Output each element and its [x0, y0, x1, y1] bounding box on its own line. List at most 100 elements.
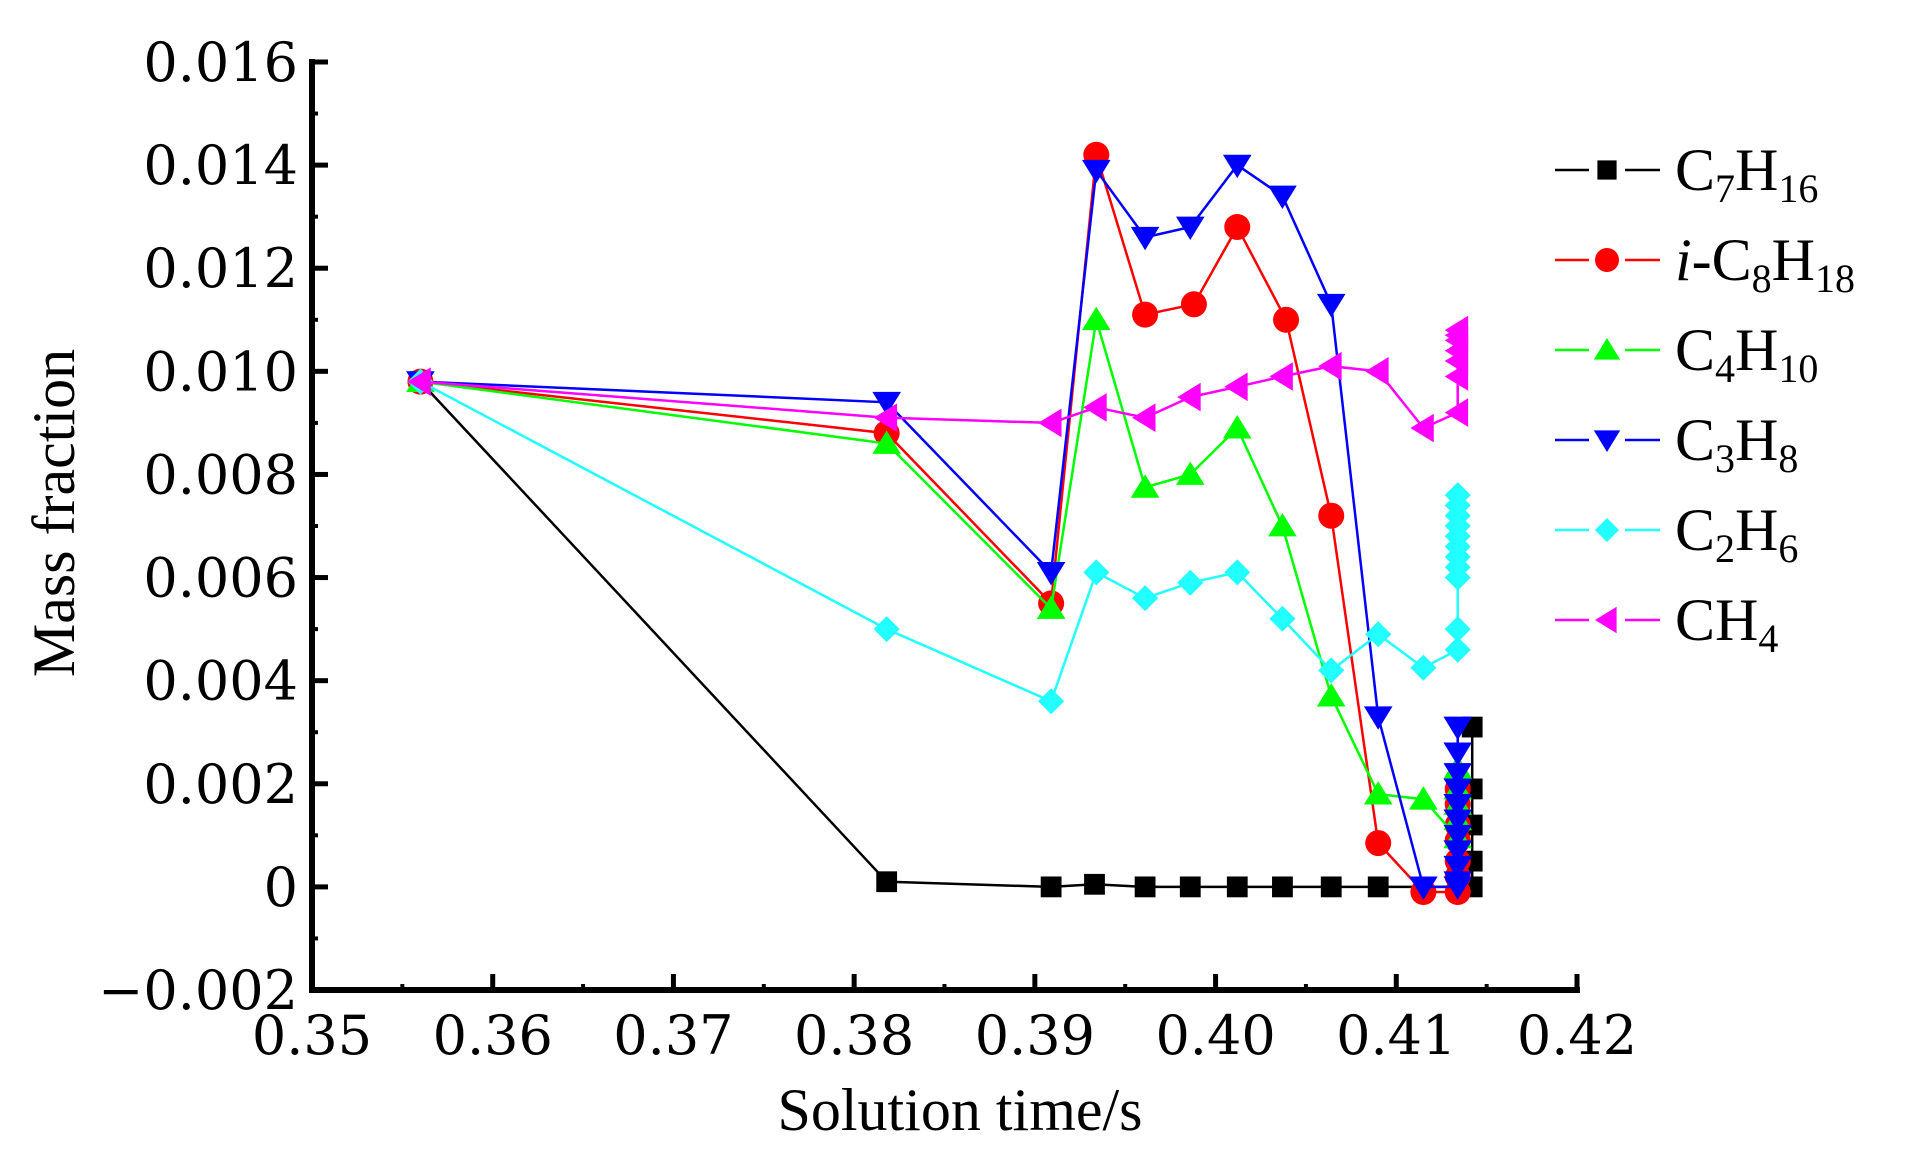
data-point	[1134, 876, 1156, 898]
data-point	[1318, 657, 1345, 684]
y-tick-label: 0.006	[143, 547, 298, 610]
data-point	[1224, 372, 1248, 402]
data-point	[1363, 706, 1393, 730]
data-point	[1083, 559, 1110, 586]
legend-item: C4H10	[1555, 317, 1818, 391]
data-point	[1365, 621, 1392, 648]
data-point	[1409, 876, 1438, 900]
y-tick-label: 0	[264, 856, 298, 919]
data-point	[1132, 301, 1159, 328]
data-point	[1444, 636, 1471, 663]
data-point	[1222, 154, 1252, 179]
data-point	[1443, 871, 1473, 895]
legend-marker	[1593, 430, 1621, 452]
data-point	[1272, 876, 1293, 898]
data-point	[1082, 159, 1111, 184]
legend: C7H16 i-C8H18 C4H10 C3H8 C2H6 CH4	[1555, 137, 1855, 661]
data-point	[1367, 876, 1389, 898]
data-point	[1443, 794, 1473, 818]
series-i-c8h18	[407, 141, 1471, 906]
legend-item: CH4	[1555, 587, 1778, 661]
data-point	[1443, 763, 1473, 787]
data-point	[1269, 362, 1293, 391]
x-tick-label: 0.36	[433, 1004, 553, 1067]
legend-label: C3H8	[1675, 407, 1798, 481]
x-tick-label: 0.40	[1155, 1004, 1275, 1067]
data-point	[872, 391, 901, 416]
data-point	[1083, 393, 1107, 422]
data-point	[1036, 595, 1066, 619]
legend-item: C3H8	[1555, 407, 1798, 481]
x-tick-label: 0.37	[613, 1004, 733, 1067]
data-point	[1268, 513, 1297, 537]
data-point	[873, 616, 900, 643]
data-point	[876, 871, 898, 893]
data-point	[1443, 824, 1473, 849]
data-point	[1443, 809, 1473, 833]
x-tick-label: 0.41	[1336, 1004, 1456, 1067]
legend-marker	[1597, 160, 1617, 180]
y-tick-label: 0.016	[143, 31, 298, 94]
x-tick-label: 0.35	[252, 1004, 372, 1067]
legend-item: i-C8H18	[1555, 227, 1855, 301]
y-tick-label: −0.002	[98, 959, 298, 1022]
legend-marker	[1595, 248, 1619, 272]
legend-label: C7H16	[1675, 137, 1818, 211]
data-point	[1084, 873, 1105, 895]
legend-label: C4H10	[1675, 317, 1818, 391]
series-ch4	[407, 315, 1469, 443]
data-point	[1444, 616, 1471, 643]
data-point	[1365, 357, 1389, 386]
x-tick-label: 0.39	[975, 1004, 1095, 1067]
data-point	[1443, 742, 1473, 766]
legend-marker	[1595, 518, 1619, 542]
data-point	[1268, 185, 1297, 210]
x-tick-label: 0.42	[1517, 1004, 1637, 1067]
data-point	[1444, 315, 1469, 345]
data-point	[1222, 415, 1252, 439]
data-point	[1316, 293, 1346, 318]
data-point	[1269, 605, 1296, 632]
series-c7h16	[410, 371, 1483, 898]
y-tick-label: 0.002	[143, 753, 298, 816]
data-point	[1175, 216, 1205, 240]
y-tick-label: 0.014	[143, 134, 298, 197]
series-line	[420, 154, 1459, 894]
data-point	[1318, 351, 1342, 381]
data-point	[1038, 688, 1065, 715]
data-point	[1365, 830, 1392, 857]
series-line	[420, 330, 1459, 430]
data-point	[1038, 408, 1062, 438]
data-point	[1179, 876, 1201, 898]
series-line	[420, 163, 1459, 889]
data-point	[1224, 559, 1251, 586]
legend-marker	[1593, 338, 1621, 360]
data-point	[1177, 569, 1204, 596]
data-point	[1040, 876, 1062, 898]
data-point	[407, 367, 431, 396]
y-tick-label: 0.004	[143, 650, 298, 713]
data-point	[1082, 306, 1111, 331]
legend-label: i-C8H18	[1675, 227, 1855, 301]
legend-marker	[1595, 606, 1617, 634]
x-axis-label: Solution time/s	[777, 1077, 1142, 1143]
series-line	[420, 319, 1459, 842]
y-tick-label: 0.012	[143, 237, 298, 300]
series-line	[419, 380, 1459, 703]
data-point	[1443, 778, 1473, 802]
series-layer	[406, 141, 1483, 906]
data-point	[1273, 306, 1300, 333]
y-tick-label: 0.008	[143, 443, 298, 506]
data-point	[1363, 781, 1393, 805]
data-point	[1132, 585, 1159, 612]
data-point	[1132, 403, 1156, 433]
y-tick-label: 0.010	[143, 340, 298, 403]
y-axis-label: Mass fraction	[21, 349, 87, 677]
data-point	[872, 430, 901, 454]
data-point	[1443, 855, 1473, 880]
legend-label: C2H6	[1675, 497, 1798, 571]
legend-item: C7H16	[1555, 137, 1818, 211]
series-c4h10	[406, 306, 1473, 849]
data-point	[1226, 876, 1248, 898]
